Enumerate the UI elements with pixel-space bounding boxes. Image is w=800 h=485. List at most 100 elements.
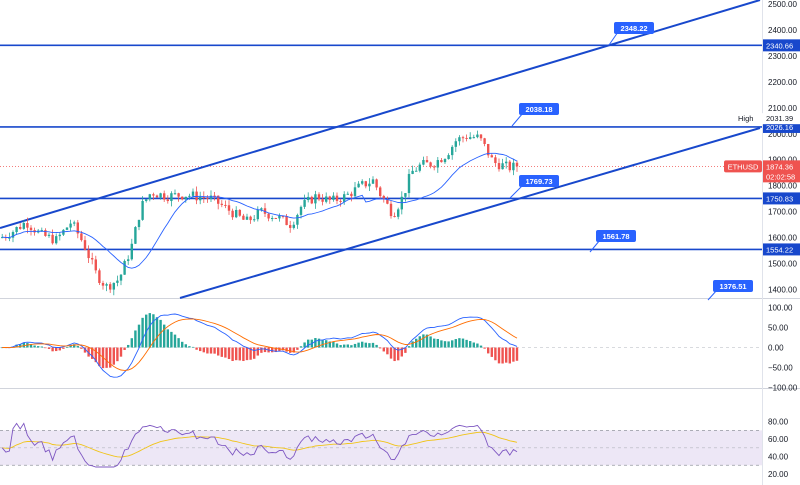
callout-box [713,280,753,292]
candle-body [127,259,130,261]
macd-hist-bar-140 [501,347,504,364]
price-tick-label: 1800.00 [768,182,797,191]
candle-body [296,214,299,225]
macd-hist-bar-53 [188,346,191,348]
candle-88 [314,190,317,209]
candle-67 [238,209,241,217]
macd-hist-bar-86 [307,339,310,348]
candle-85 [303,194,306,210]
macd-hist-bar-49 [173,334,177,348]
macd-hist-bar-27 [94,347,97,363]
candle-6 [19,223,22,230]
macd-hist-bar-36 [127,344,130,348]
price-tick-label: 1900.00 [768,156,797,165]
macd-hist-bar-121 [433,338,436,348]
candle-43 [152,192,155,201]
macd-hist-bar-39 [137,324,141,348]
candle-140 [501,158,504,170]
candle-25 [87,245,90,263]
candle-111 [397,207,400,220]
macd-hist-bar-130 [465,339,468,348]
candle-body [465,137,468,139]
macd-hist-bar-76 [271,347,274,353]
candle-body [299,206,303,215]
candle-17 [58,232,61,241]
macd-hist-bar-84 [299,346,303,348]
candle-64 [227,200,231,215]
price-callout-5: 1376.51 [707,280,753,301]
candle-70 [249,215,252,224]
candle-body [15,226,18,233]
candle-body [429,162,432,167]
candle-body [447,155,450,160]
macd-hist-bar-81 [289,347,292,353]
candle-98 [350,191,353,202]
candle-73 [260,207,263,212]
macd-hist-bar-103 [368,343,371,348]
candle-body [29,227,33,231]
macd-hist-bar-12 [40,346,43,348]
candle-31 [109,282,112,293]
candle-100 [357,181,360,188]
candle-143 [512,158,515,176]
candle-body [350,193,353,197]
callout-pointer [608,31,619,46]
level-tag-label: 1554.22 [766,245,793,254]
macd-hist-bar-134 [479,345,483,348]
candle-108 [386,196,389,205]
candle-52 [184,196,187,203]
macd-hist-bar-45 [159,319,162,348]
candle-50 [177,192,180,202]
macd-hist-bar-62 [220,347,223,357]
candle-7 [22,220,25,230]
candle-139 [497,158,501,172]
candle-99 [353,182,357,199]
candle-body [58,234,61,237]
macd-hist-bar-136 [487,347,490,354]
macd-hist-bar-41 [145,314,148,348]
price-tick-label: 2100.00 [768,104,797,113]
macd-hist-bar-10 [33,345,36,348]
candle-82 [292,221,295,230]
macd-hist-bar-22 [76,346,79,348]
candle-body [191,191,195,196]
macd-hist-bar-90 [321,340,324,348]
candle-32 [112,282,115,296]
candle-69 [245,213,249,220]
candle-body [188,195,191,197]
candle-125 [447,153,450,160]
candle-body [87,249,90,259]
candle-body [425,159,429,163]
candle-26 [91,252,94,265]
macd-hist-bar-50 [177,338,180,348]
candle-36 [127,255,130,265]
macd-hist-bar-109 [389,347,393,359]
macd-hist-bar-20 [69,345,72,348]
candle-body [163,193,166,200]
candle-117 [418,162,421,173]
price-callout-1: 2348.22 [608,22,654,46]
signal-line [2,318,518,371]
callout-label: 1561.78 [602,232,629,241]
candle-body [206,197,209,199]
macd-hist-bar-142 [508,347,511,364]
candle-29 [101,280,105,290]
candle-94 [335,192,339,205]
macd-hist-bar-143 [512,347,515,362]
candle-3 [8,232,11,242]
candle-21 [73,220,76,227]
candle-body [213,195,216,197]
candle-body [195,191,198,201]
macd-hist-bar-120 [429,336,432,348]
candle-body [458,137,461,142]
candle-129 [461,135,465,143]
rsi-tick-label: 80.00 [768,418,789,427]
candle-39 [137,219,141,231]
candle-123 [440,158,443,163]
candle-body [98,270,101,283]
candle-106 [379,186,382,200]
candle-113 [404,193,407,202]
candle-49 [173,189,177,195]
candle-body [249,216,252,221]
